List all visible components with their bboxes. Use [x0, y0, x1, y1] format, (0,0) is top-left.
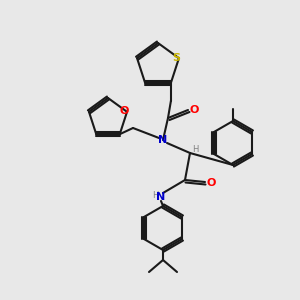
Text: O: O	[189, 105, 199, 115]
Text: H: H	[152, 190, 158, 200]
Text: N: N	[156, 192, 166, 202]
Text: S: S	[172, 53, 180, 63]
Text: O: O	[119, 106, 129, 116]
Text: O: O	[206, 178, 216, 188]
Text: N: N	[158, 135, 168, 145]
Text: H: H	[192, 145, 198, 154]
